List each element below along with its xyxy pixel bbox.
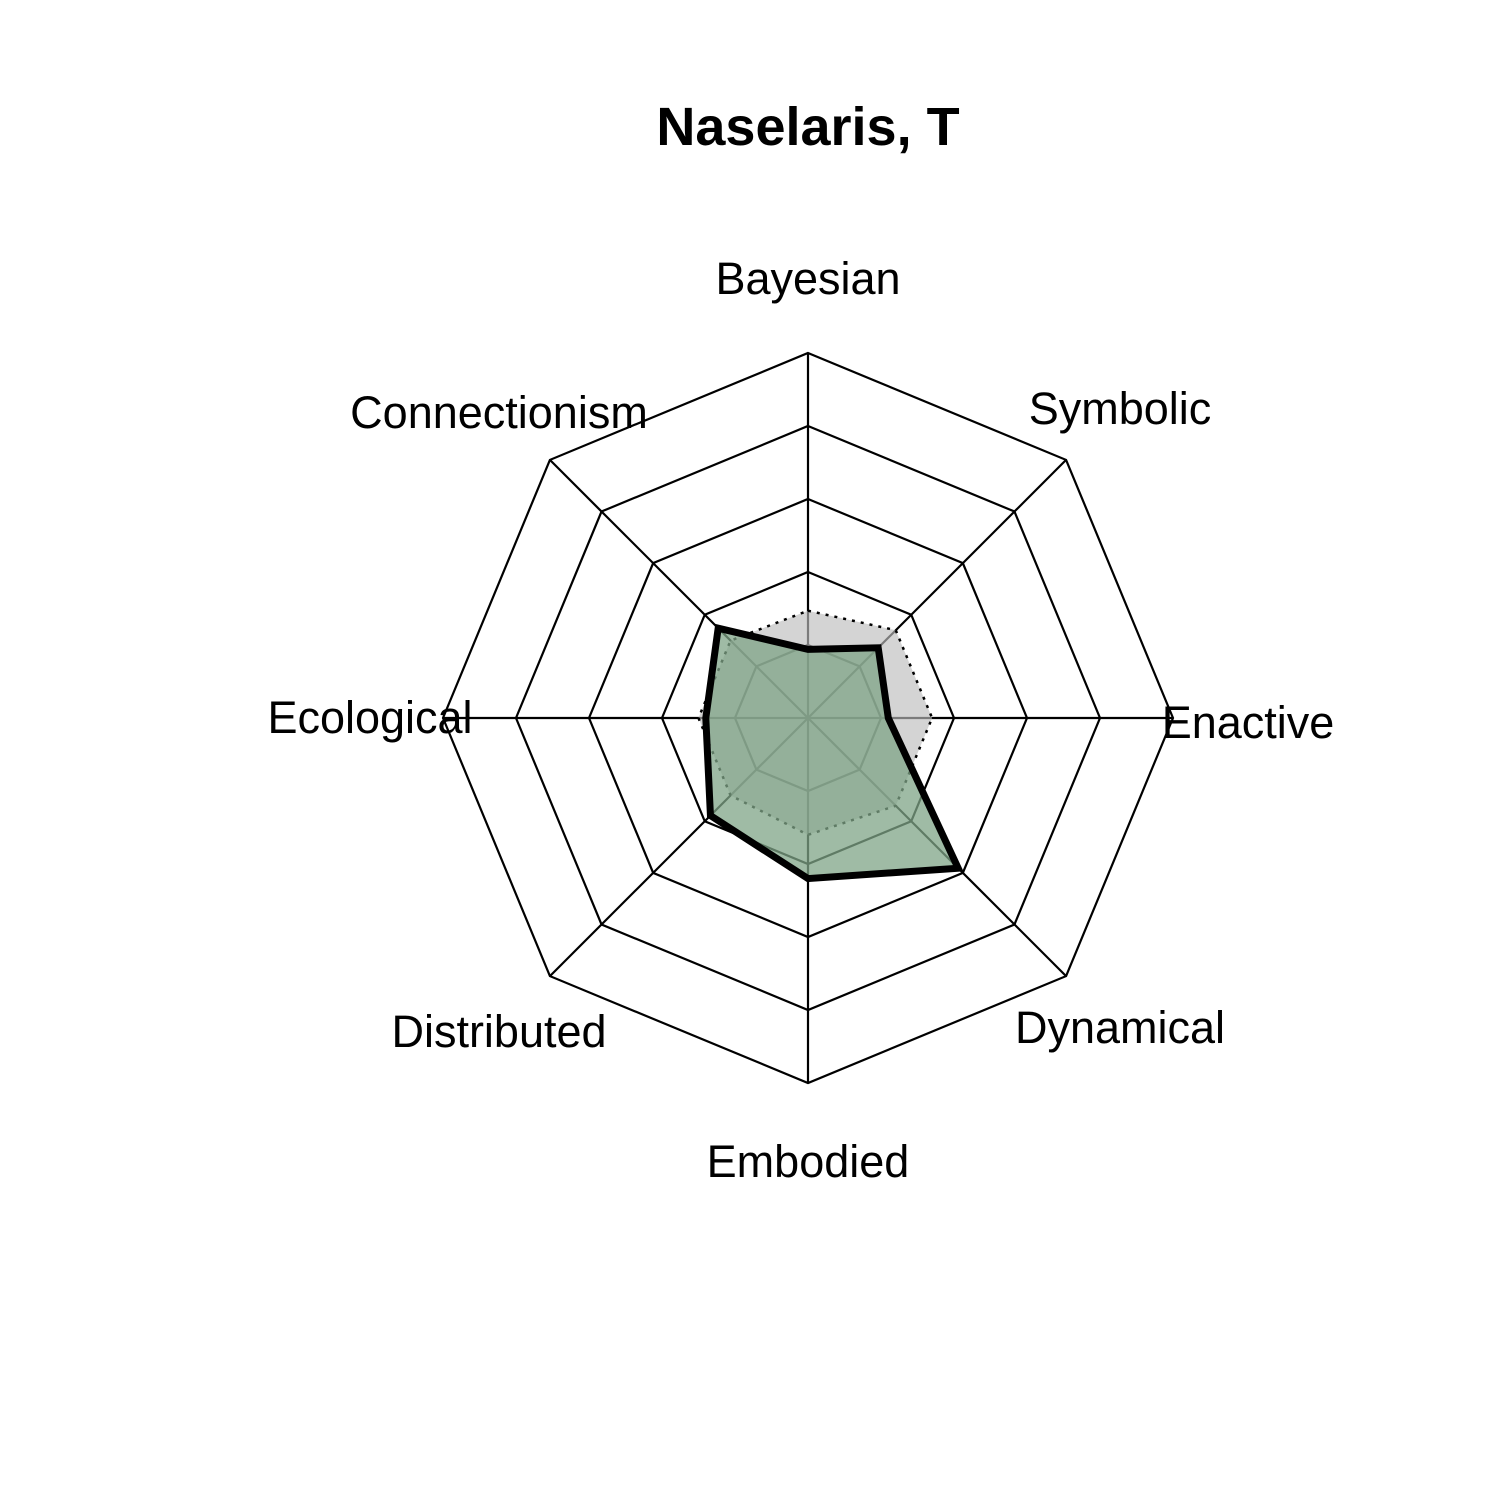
axis-labels: Bayesian Symbolic Enactive Dynamical Embodie…	[267, 253, 1334, 1187]
axis-label-symbolic: Symbolic	[1029, 383, 1212, 434]
axis-label-enactive: Enactive	[1162, 697, 1335, 748]
axis-label-ecological: Ecological	[267, 692, 472, 743]
axis-label-bayesian: Bayesian	[715, 253, 900, 304]
chart-title: Naselaris, T	[656, 97, 959, 157]
radar-series	[697, 609, 964, 883]
axis-label-connectionism: Connectionism	[350, 387, 648, 438]
axis-label-dynamical: Dynamical	[1015, 1002, 1225, 1053]
axis-label-embodied: Embodied	[707, 1136, 910, 1187]
axis-label-distributed: Distributed	[391, 1006, 606, 1057]
series-solid-polygon	[702, 623, 964, 883]
